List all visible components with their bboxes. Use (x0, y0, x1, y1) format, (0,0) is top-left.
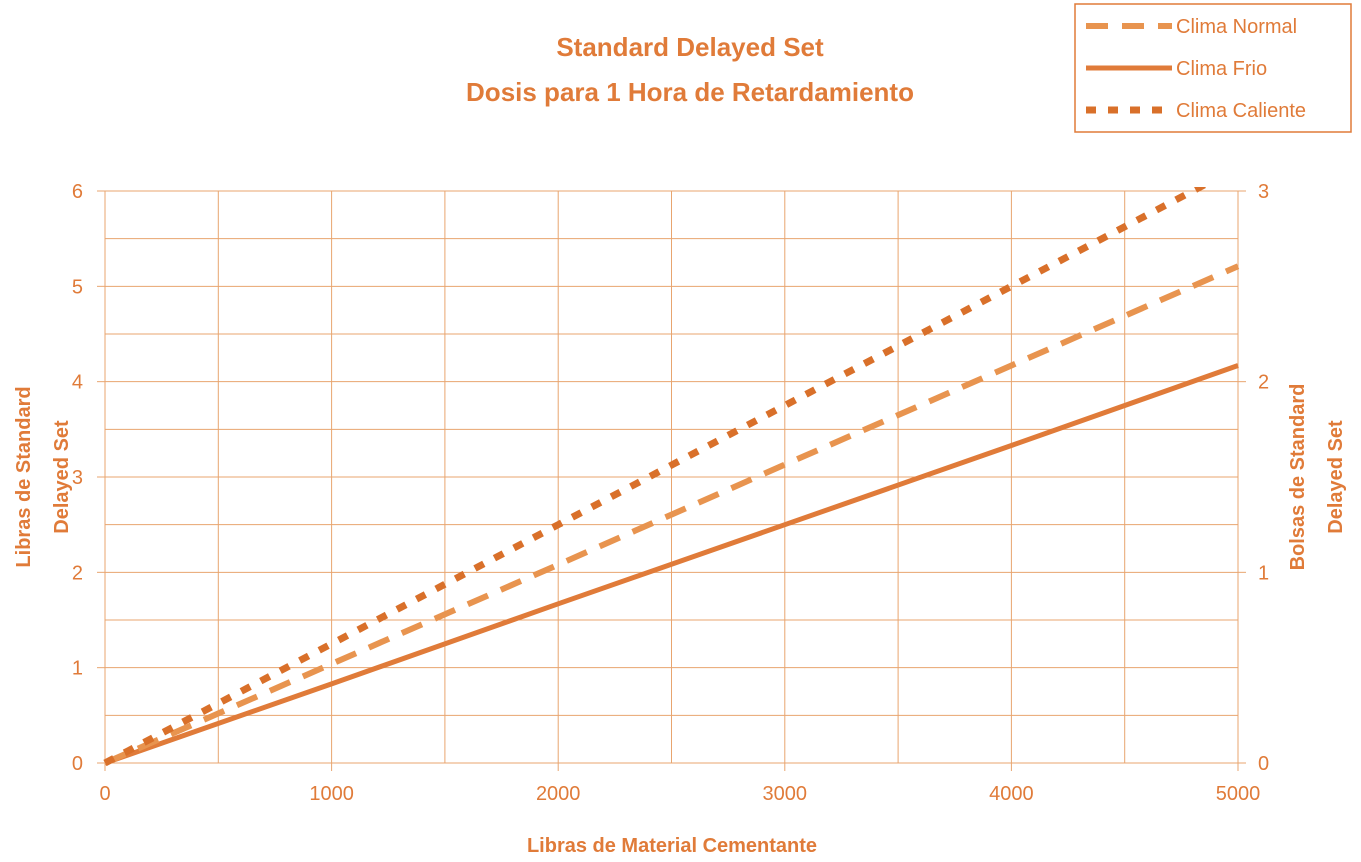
y2-tick-label: 0 (1258, 753, 1269, 775)
x-axis-label: Libras de Material Cementante (527, 835, 817, 857)
legend: Clima Normal Clima Frio Clima Caliente (1074, 3, 1352, 133)
y-tick-label: 4 (72, 372, 83, 394)
y2-tick-label: 1 (1258, 562, 1269, 584)
y-axis-label-line-2: Delayed Set (51, 420, 73, 534)
y2-tick-label: 2 (1258, 372, 1269, 394)
y-tick-label: 5 (72, 276, 83, 298)
y2-axis-title: Bolsas de Standard Delayed Set (1287, 384, 1347, 571)
y-axis-label-line-1: Libras de Standard (13, 386, 35, 567)
chart-title-line-2: Dosis para 1 Hora de Retardamiento (466, 77, 914, 107)
x-tick-label: 2000 (536, 783, 581, 805)
y2-axis-label-line-1: Bolsas de Standard (1287, 384, 1309, 571)
x-tick-label: 4000 (989, 783, 1034, 805)
legend-label: Clima Frio (1176, 58, 1267, 80)
y-axis-title: Libras de Standard Delayed Set (13, 386, 73, 567)
y-tick-label: 1 (72, 658, 83, 680)
x-tick-label: 5000 (1216, 783, 1261, 805)
legend-label: Clima Caliente (1176, 100, 1306, 122)
series-line-clima-frio (104, 363, 1239, 766)
y-tick-label: 0 (72, 753, 83, 775)
series-line-clima-caliente (103, 187, 1208, 767)
y2-axis-label-line-2: Delayed Set (1325, 420, 1347, 534)
chart-title-line-1: Standard Delayed Set (556, 32, 824, 62)
y-tick-label: 2 (72, 562, 83, 584)
legend-label: Clima Normal (1176, 16, 1297, 38)
y-tick-label: 6 (72, 181, 83, 203)
y-tick-label: 3 (72, 467, 83, 489)
x-tick-label: 1000 (309, 783, 354, 805)
x-tick-label: 3000 (763, 783, 808, 805)
series-layer (103, 187, 1240, 767)
grid (104, 190, 1239, 764)
y2-tick-label: 3 (1258, 181, 1269, 203)
x-axis-title: Libras de Material Cementante (527, 835, 817, 857)
x-tick-label: 0 (99, 783, 110, 805)
tick-labels: 0 1 2 3 4 5 6 0 1 2 3 0 1000 2000 3000 4000 5000 (72, 181, 1269, 805)
series-line-clima-normal (103, 263, 1240, 766)
